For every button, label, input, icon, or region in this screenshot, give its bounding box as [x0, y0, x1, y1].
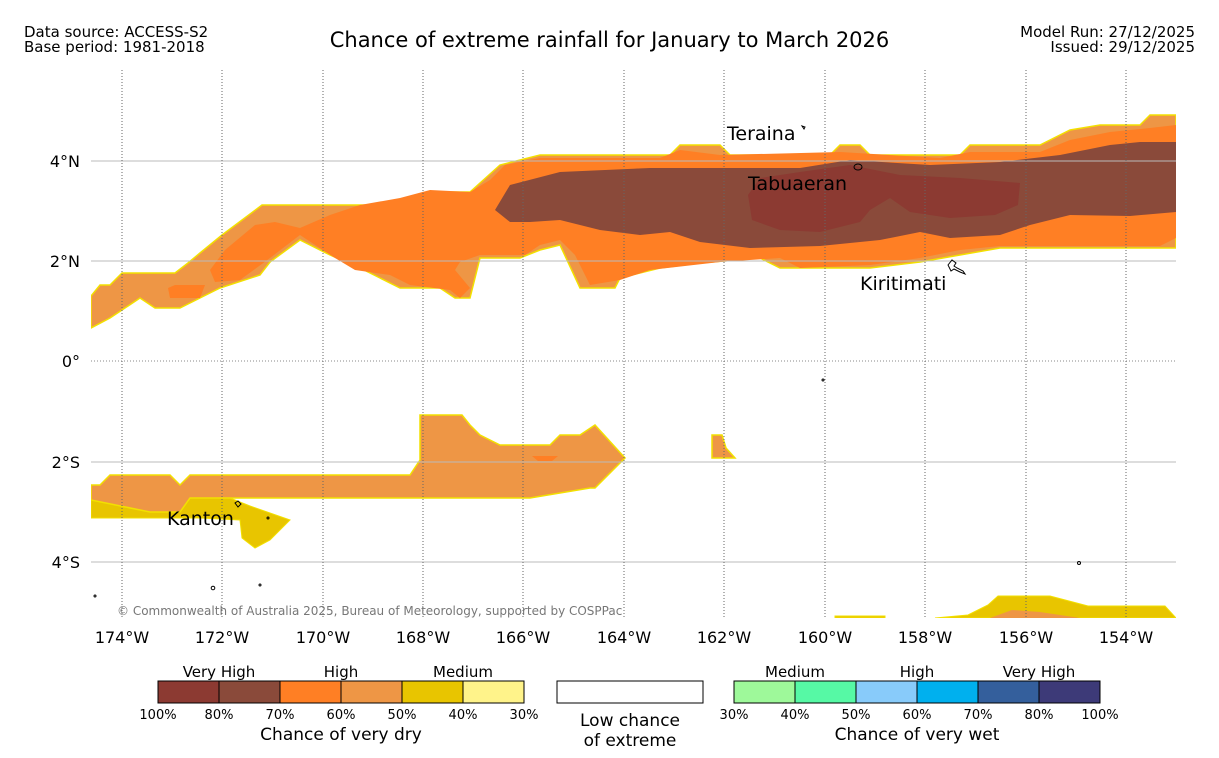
legend-wet-swatch: [977, 680, 1040, 704]
legend-low-chance-line1: Low chance: [580, 711, 680, 731]
dry-patch-west-high: [168, 285, 205, 298]
longitude-gridlines: [121, 70, 1127, 618]
map-plot-area: [91, 114, 1176, 618]
legend-dry-swatch: [279, 680, 342, 704]
legend-dry-tick: 30%: [510, 708, 539, 723]
legend-wet-swatch: [855, 680, 918, 704]
dry-patch-south-high: [532, 456, 558, 461]
legend-dry-swatch: [401, 680, 464, 704]
map-title: Chance of extreme rainfall for January t…: [329, 28, 890, 52]
legend-dry-swatch: [218, 680, 281, 704]
base-period-label: Base period: 1981-2018: [24, 38, 205, 56]
lon-label-156w: 156°W: [999, 628, 1054, 647]
data-source-label: Data source: ACCESS-S2: [24, 23, 209, 41]
dry-strip-southeast-medium: [990, 610, 1080, 618]
legend-dry-header-medium: Medium: [433, 663, 493, 681]
legend-wet-header-high: High: [900, 663, 934, 681]
lon-label-162w: 162°W: [697, 628, 752, 647]
legend-dry-swatch: [340, 680, 403, 704]
place-label-kiritimati: Kiritimati: [860, 273, 946, 295]
longitude-axis: 174°W 172°W 170°W 168°W 166°W 164°W 162°…: [95, 628, 1154, 647]
lon-label-160w: 160°W: [798, 628, 853, 647]
legend-wet-swatch: [1038, 680, 1101, 704]
kanton-island-outline: [234, 500, 242, 508]
legend-wet: Medium High Very High 30% 40% 50% 60% 70…: [720, 663, 1119, 745]
legend-dry-tick: 40%: [449, 708, 478, 723]
teraina-island-outline: [800, 125, 806, 130]
lat-label-4s: 4°S: [52, 553, 80, 572]
legend-wet-tick: 40%: [781, 708, 810, 723]
legend-wet-tick: 30%: [720, 708, 749, 723]
legend-dry-swatch: [462, 680, 525, 704]
legend-dry-tick: 60%: [327, 708, 356, 723]
tabuaeran-island-outline: [853, 163, 863, 171]
lon-label-158w: 158°W: [898, 628, 953, 647]
legend-low-chance-swatch: [556, 680, 704, 704]
legend-dry: Very High High Medium 100% 80% 70% 60% 5…: [139, 663, 538, 745]
legend-wet-tick: 70%: [964, 708, 993, 723]
lon-label-172w: 172°W: [195, 628, 250, 647]
legend-wet-title: Chance of very wet: [835, 725, 1000, 745]
lat-label-0: 0°: [62, 352, 80, 371]
legend-wet-tick: 60%: [903, 708, 932, 723]
lat-label-4n: 4°N: [50, 152, 80, 171]
legend-wet-header-medium: Medium: [765, 663, 825, 681]
island-outlines: [93, 125, 1081, 598]
dry-band-south-medium: [91, 414, 627, 513]
legend-wet-swatch: [794, 680, 857, 704]
kiritimati-island-outline: [947, 259, 967, 276]
place-label-teraina: Teraina: [726, 123, 796, 145]
lon-label-154w: 154°W: [1099, 628, 1154, 647]
issued-label: Issued: 29/12/2025: [1050, 38, 1195, 56]
lon-label-168w: 168°W: [396, 628, 451, 647]
legend-wet-swatch: [916, 680, 979, 704]
copyright-notice: © Commonwealth of Australia 2025, Bureau…: [117, 604, 622, 618]
place-labels: Teraina Tabuaeran Kiritimati Kanton: [167, 123, 946, 530]
legend-wet-tick: 80%: [1025, 708, 1054, 723]
legend-low-chance-line2: of extreme: [584, 731, 677, 751]
dry-strip-southeast-low: [834, 595, 1176, 618]
legend-wet-header-very-high: Very High: [1003, 663, 1076, 681]
legend-dry-tick: 50%: [388, 708, 417, 723]
legend-dry-tick: 70%: [266, 708, 295, 723]
legend-dry-title: Chance of very dry: [260, 725, 422, 745]
legend-wet-tick: 50%: [842, 708, 871, 723]
dry-band-north-extreme: [748, 165, 1020, 232]
legend-wet-swatch: [733, 680, 796, 704]
legend-dry-tick: 80%: [205, 708, 234, 723]
latitude-axis: 4°N 2°N 0° 2°S 4°S: [50, 152, 80, 572]
legend-dry-header-very-high: Very High: [183, 663, 256, 681]
lon-label-166w: 166°W: [496, 628, 551, 647]
legend-wet-tick: 100%: [1081, 708, 1118, 723]
legend-dry-swatch: [157, 680, 220, 704]
lon-label-170w: 170°W: [296, 628, 351, 647]
lon-label-164w: 164°W: [597, 628, 652, 647]
legend-dry-header-high: High: [324, 663, 358, 681]
dry-patch-island-medium: [711, 434, 737, 459]
model-run-label: Model Run: 27/12/2025: [1020, 23, 1195, 41]
lat-label-2s: 2°S: [52, 453, 80, 472]
place-label-kanton: Kanton: [167, 508, 234, 530]
latitude-gridlines: [91, 160, 1176, 563]
legend-dry-tick: 100%: [139, 708, 176, 723]
place-label-tabuaeran: Tabuaeran: [747, 173, 847, 195]
lon-label-174w: 174°W: [95, 628, 150, 647]
lat-label-2n: 2°N: [50, 252, 80, 271]
legend-low-chance: Low chance of extreme: [556, 680, 704, 751]
